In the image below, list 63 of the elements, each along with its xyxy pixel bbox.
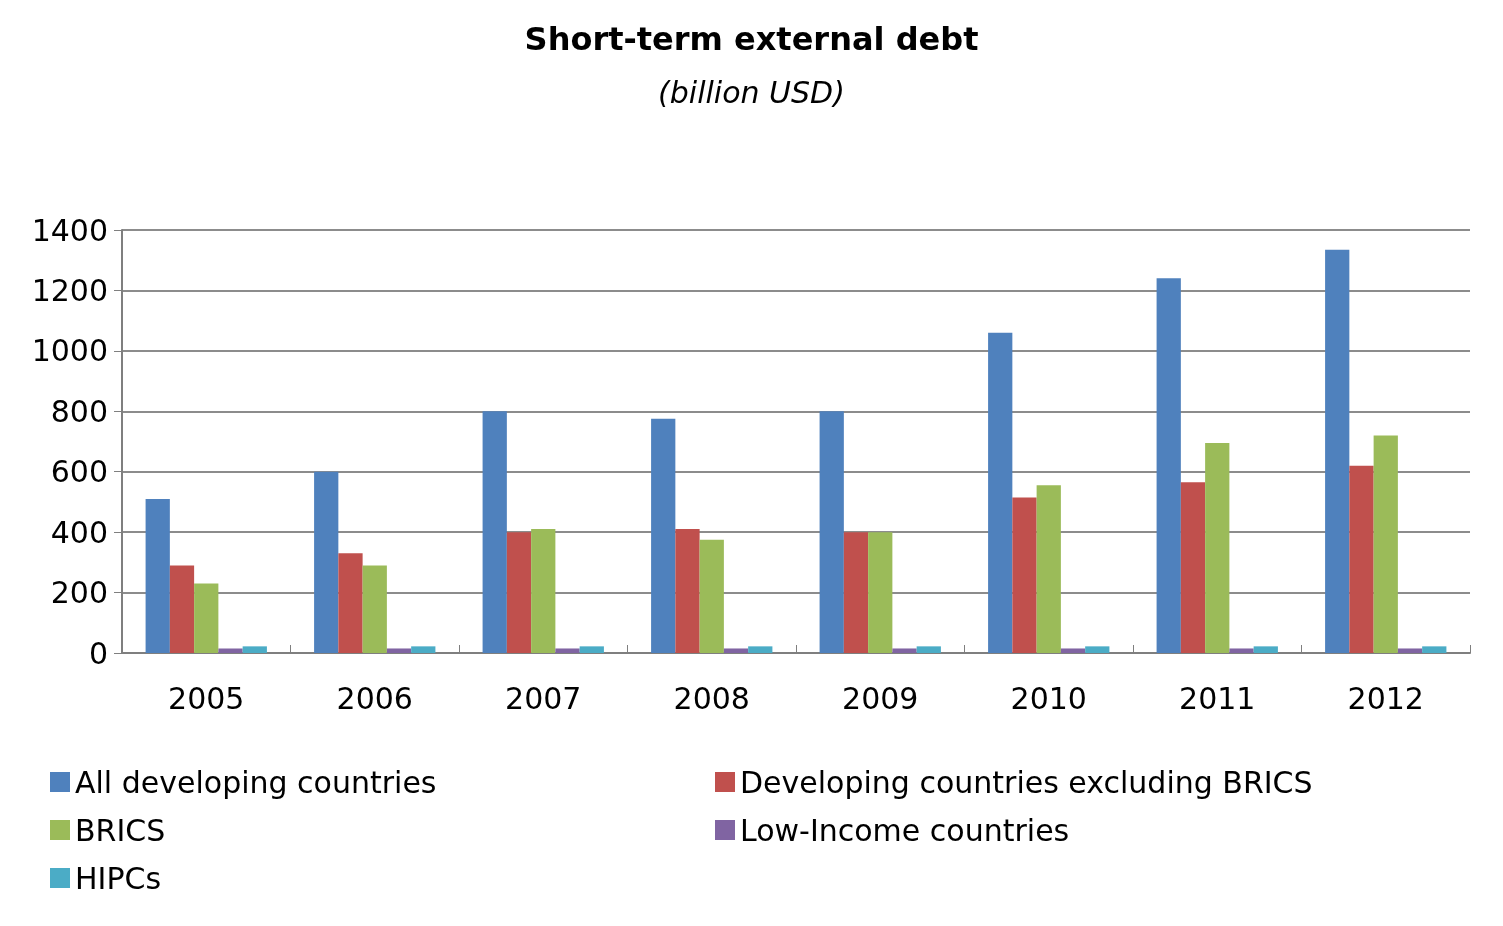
chart-title: Short-term external debt	[524, 20, 979, 58]
bar	[1253, 646, 1278, 653]
bar	[411, 646, 436, 653]
bar	[338, 553, 363, 653]
x-tick-label: 2005	[168, 680, 245, 716]
bar	[916, 646, 941, 653]
bar	[1422, 646, 1447, 653]
x-tick-label: 2012	[1347, 680, 1424, 716]
y-tick-label: 0	[88, 635, 108, 671]
bar	[1156, 278, 1181, 653]
chart-subtitle: (billion USD)	[658, 74, 845, 110]
bar	[194, 583, 219, 653]
bar	[145, 498, 170, 653]
y-tick-label: 800	[50, 393, 108, 429]
x-tick-label: 2009	[842, 680, 919, 716]
x-tick-label: 2011	[1179, 680, 1256, 716]
bar	[1180, 482, 1206, 653]
bar	[1397, 648, 1423, 653]
bar	[1060, 648, 1086, 653]
bar	[819, 411, 844, 653]
bar	[892, 648, 917, 653]
bar	[555, 648, 580, 653]
bar	[1205, 443, 1230, 653]
bar	[242, 646, 267, 653]
bar	[988, 332, 1013, 653]
y-tick-label: 600	[50, 454, 108, 490]
y-tick-label: 1200	[31, 272, 108, 308]
bar	[699, 539, 724, 653]
bar	[651, 418, 676, 653]
y-tick-label: 1000	[31, 333, 108, 369]
y-tick-label: 400	[50, 514, 108, 550]
bar	[482, 411, 507, 653]
y-tick-label: 200	[50, 575, 108, 611]
bar	[723, 648, 749, 653]
bar	[1349, 465, 1374, 653]
bar	[868, 532, 893, 653]
bar	[675, 529, 700, 653]
bar	[506, 532, 532, 653]
x-tick-label: 2006	[336, 680, 413, 716]
bar	[1036, 485, 1061, 653]
bar	[748, 646, 773, 653]
y-tick-label: 1400	[31, 212, 108, 248]
bar	[362, 565, 387, 653]
bar	[1229, 648, 1254, 653]
bar	[169, 565, 195, 653]
legend-label: BRICS	[75, 812, 166, 848]
bar	[579, 646, 604, 653]
x-tick-label: 2008	[673, 680, 750, 716]
bar	[218, 648, 243, 653]
bar	[1012, 497, 1037, 653]
x-tick-label: 2007	[505, 680, 582, 716]
x-tick-label: 2010	[1010, 680, 1087, 716]
bar	[1085, 646, 1110, 653]
legend-label: HIPCs	[75, 860, 162, 896]
bar	[386, 648, 412, 653]
bar	[531, 529, 556, 653]
bar	[1373, 435, 1398, 653]
legend-label: Low-Income countries	[740, 812, 1070, 848]
bar	[314, 471, 339, 653]
bar	[1325, 249, 1350, 653]
bar	[843, 532, 869, 653]
legend-label: All developing countries	[75, 764, 437, 800]
legend-label: Developing countries excluding BRICS	[740, 764, 1313, 800]
